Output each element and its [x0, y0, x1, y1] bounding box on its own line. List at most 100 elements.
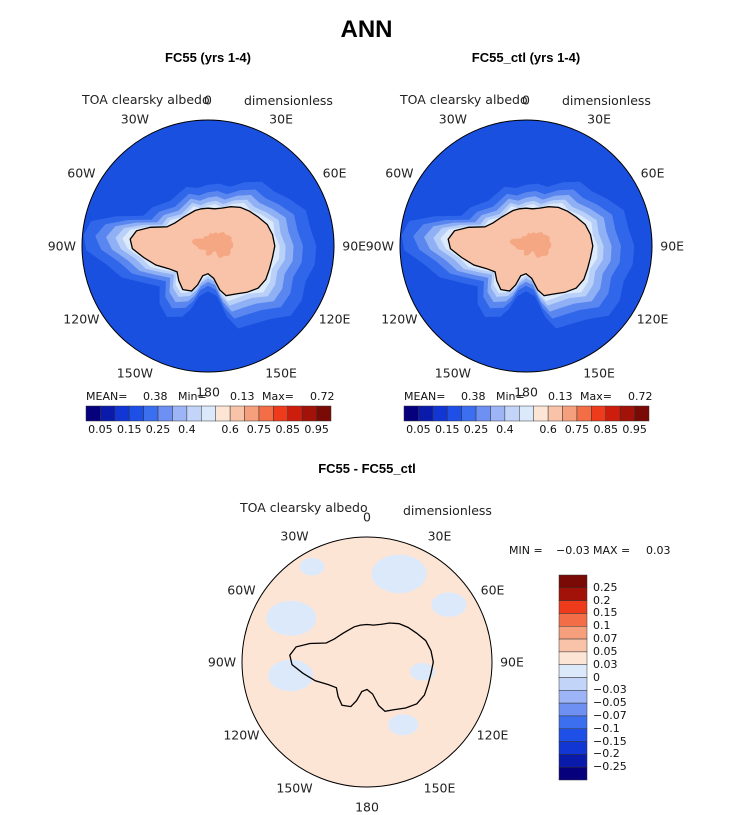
- panel-2-max-value: 0.72: [628, 390, 653, 403]
- panel-1-max-value: 0.72: [310, 390, 335, 403]
- diff-negative-area: [299, 557, 325, 576]
- diff-colorbar-tick-label: −0.2: [593, 747, 620, 761]
- diff-map-border: [241, 536, 493, 788]
- diff-fields: [241, 536, 493, 788]
- panel-1-colorbar-swatch: [215, 405, 231, 422]
- diff-colorbar-swatch: [558, 690, 588, 704]
- panel-1-colorbar-swatch: [201, 405, 216, 422]
- panel-2-colorbar-swatch: [432, 405, 448, 422]
- panel-1-colorbar-tick-label: 0.85: [275, 423, 301, 436]
- diff-negative-area: [268, 659, 314, 692]
- diff-lon-label-30E: 30E: [427, 528, 452, 544]
- diff-colorbar-swatch: [558, 766, 588, 781]
- panel-1-lon-label-60W: 60W: [67, 165, 96, 181]
- panel-1-colorbar-swatch: [143, 405, 159, 422]
- panel-2-mean-value: 0.38: [461, 390, 486, 403]
- panel-1-colorbar-tick-label: 0.25: [145, 423, 171, 436]
- panel-2-lon-label-90E: 90E: [660, 238, 685, 254]
- diff-antarctica-coast: [289, 622, 434, 712]
- panel-1-colorbar-swatch: [128, 405, 144, 422]
- panel-1-lon-label-30E: 30E: [269, 111, 293, 127]
- panel-1-colorbar-swatch: [157, 405, 173, 422]
- panel-2-colorbar-swatch: [634, 405, 650, 422]
- panel-1-colorbar-swatch: [244, 405, 260, 422]
- panel-2-lon-label-150E: 150E: [583, 365, 615, 381]
- diff-colorbar-tick-label: 0: [593, 670, 600, 684]
- diff-colorbar-swatch: [558, 741, 588, 755]
- diff-colorbar-tick-label: −0.25: [593, 760, 627, 774]
- diff-colorbar-swatch: [558, 587, 588, 601]
- diff-colorbar-swatch: [558, 600, 588, 614]
- diff-colorbar-tick-label: −0.03: [593, 683, 627, 697]
- diff-lon-label-30W: 30W: [280, 528, 309, 544]
- diff-colorbar-swatch: [558, 702, 588, 717]
- diff-lon-label-180: 180: [355, 799, 379, 815]
- panel-2-colorbar-swatch: [576, 405, 592, 422]
- panel-1-lon-label-150W: 150W: [116, 365, 154, 381]
- panel-1-lon-label-120E: 120E: [318, 311, 351, 327]
- panel-2-colorbar-tick-label: 0.15: [434, 423, 460, 436]
- panel-1-colorbar-swatch: [186, 405, 202, 422]
- panel-2-lon-label-120E: 120E: [636, 311, 669, 327]
- panel-2-colorbar-swatch: [403, 405, 419, 422]
- panel-1-lon-label-30W: 30W: [120, 111, 150, 127]
- panel-2-colorbar-swatch: [418, 405, 434, 422]
- panel-2-variable-label: TOA clearsky albedo: [400, 92, 528, 107]
- diff-lon-label-120E: 120E: [476, 727, 509, 742]
- panel-2-colorbar-swatch: [533, 405, 549, 422]
- panel-2-colorbar-tick-label: 0.85: [593, 423, 619, 436]
- diff-lon-label-90W: 90W: [207, 654, 237, 670]
- diff-colorbar-swatch: [558, 728, 588, 742]
- diff-lon-label-0: 0: [363, 509, 371, 525]
- panel-1-ice-plateau: [191, 232, 234, 259]
- diff-colorbar-swatch: [558, 613, 588, 627]
- diff-min-value: −0.03: [556, 544, 590, 557]
- panel-2-lon-label-90W: 90W: [365, 238, 394, 254]
- diff-colorbar-swatch: [558, 664, 588, 678]
- panel-2-max-label: Max=: [580, 390, 612, 403]
- diff-negative-area: [388, 714, 419, 736]
- panel-1-min-value: 0.13: [230, 390, 255, 403]
- panel-2-mean-label: MEAN=: [404, 390, 446, 403]
- panel-1-colorbar-swatch: [114, 405, 130, 422]
- panel-2-colorbar-tick-label: 0.25: [463, 423, 489, 436]
- diff-colorbar-tick-label: −0.05: [593, 696, 627, 710]
- diff-colorbar-tick-label: 0.1: [593, 619, 611, 633]
- panel-1-units-label: dimensionless: [244, 93, 333, 108]
- panel-1-colorbar-swatch: [273, 405, 289, 422]
- panel-2-colorbar-tick-label: 0.95: [622, 423, 647, 436]
- diff-lon-label-90E: 90E: [500, 654, 524, 670]
- panel-2-colorbar-tick-label: 0.05: [406, 423, 431, 436]
- diff-min-label: MIN =: [509, 544, 543, 557]
- diff-colorbar-tick-label: 0.25: [593, 580, 618, 594]
- panel-2-lon-label-30W: 30W: [438, 111, 468, 127]
- panel-2-map-border: [399, 119, 653, 373]
- panel-2-colorbar-swatch: [605, 405, 621, 422]
- diff-colorbar-swatch: [558, 574, 588, 589]
- diff-colorbar-tick-label: −0.15: [593, 734, 627, 748]
- diff-colorbar-tick-label: −0.1: [593, 721, 620, 735]
- diff-colorbar-swatch: [558, 626, 588, 640]
- panel-1-max-label: Max=: [262, 390, 294, 403]
- panel-2-title: FC55_ctl (yrs 1-4): [471, 50, 581, 65]
- panel-2-min-label: Min=: [496, 390, 525, 403]
- panel-1-colorbar-tick-label: 0.4: [178, 423, 196, 436]
- panel-2-lon-label-150W: 150W: [434, 365, 472, 381]
- page-title: ANN: [340, 16, 393, 43]
- diff-colorbar-tick-label: 0.03: [593, 657, 618, 671]
- diff-colorbar-swatch: [558, 638, 588, 653]
- panel-1-colorbar-tick-label: 0.75: [246, 423, 272, 436]
- panel-2-lon-label-60W: 60W: [385, 165, 414, 181]
- panel-2-colorbar-swatch: [562, 405, 578, 422]
- diff-max-value: 0.03: [646, 544, 671, 557]
- panel-1-colorbar-tick-label: 0.95: [304, 423, 329, 436]
- diff-lon-label-60E: 60E: [480, 582, 505, 597]
- diff-lon-label-60W: 60W: [227, 582, 256, 597]
- panel-2-ice-plateau: [509, 232, 552, 259]
- panel-1-lon-label-90W: 90W: [47, 238, 76, 254]
- panel-2-lon-label-120W: 120W: [381, 311, 418, 327]
- panel-1-colorbar-swatch: [100, 405, 116, 422]
- panel-2-colorbar-tick-label: 0.4: [496, 423, 514, 436]
- panel-2-antarctica: [447, 206, 594, 297]
- panel-2-colorbar-swatch: [461, 405, 477, 422]
